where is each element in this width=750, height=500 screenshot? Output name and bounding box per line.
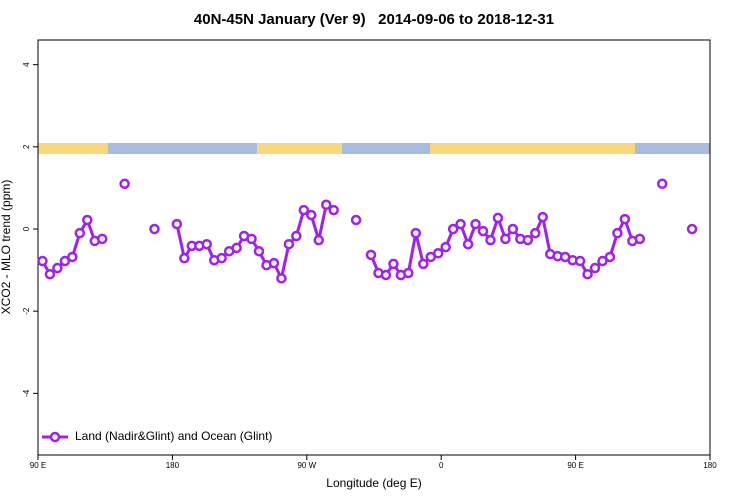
data-point <box>380 269 392 281</box>
data-point <box>410 227 422 239</box>
data-point <box>59 255 71 267</box>
data-point <box>179 252 190 264</box>
data-point <box>216 252 227 264</box>
data-point <box>656 178 668 190</box>
data-point <box>537 211 548 223</box>
data-point <box>530 227 541 239</box>
data-point <box>52 262 63 274</box>
data-point <box>686 223 698 235</box>
y-tick-label: 4 <box>22 62 31 67</box>
data-point <box>365 249 377 261</box>
data-point <box>574 255 586 267</box>
chart-title: 40N-45N January (Ver 9) 2014-09-06 to 20… <box>194 11 554 28</box>
x-tick-label: 90 E <box>30 461 46 470</box>
legend-marker <box>49 431 61 443</box>
data-point <box>119 178 130 190</box>
data-point <box>597 255 608 267</box>
data-point <box>634 233 646 245</box>
legend: Land (Nadir&Glint) and Ocean (Glint) <box>42 429 272 443</box>
data-point <box>470 218 481 230</box>
data-point <box>44 268 56 280</box>
data-point <box>612 227 623 239</box>
data-point <box>604 251 616 263</box>
data-point <box>291 230 302 242</box>
x-tick-label: 180 <box>166 461 180 470</box>
data-point <box>276 273 287 284</box>
data-point <box>306 209 317 221</box>
y-axis-label: XCO2 - MLO trend (ppm) <box>0 180 13 315</box>
data-point <box>432 248 444 259</box>
data-point <box>388 258 399 270</box>
data-point <box>171 218 183 230</box>
x-axis-label: Longitude (deg E) <box>326 476 421 490</box>
data-point <box>522 234 534 246</box>
data-point <box>253 245 265 257</box>
x-tick-label: 90 E <box>567 461 583 470</box>
data-point <box>67 251 78 263</box>
data-point <box>492 212 504 224</box>
data-point <box>589 262 601 274</box>
y-tick-label: 2 <box>22 144 31 149</box>
data-point <box>462 238 474 250</box>
data-point <box>96 233 108 245</box>
data-point <box>485 234 496 246</box>
data-point <box>82 214 93 226</box>
land-ocean-strip <box>38 143 710 154</box>
data-point <box>74 227 86 239</box>
x-tick-label: 0 <box>439 461 444 470</box>
data-point <box>246 233 257 245</box>
data-point <box>455 218 466 230</box>
data-point <box>350 214 362 226</box>
data-point <box>477 225 489 237</box>
data-point <box>37 255 48 267</box>
data-point <box>231 242 242 254</box>
data-point <box>403 267 414 279</box>
data-point <box>582 268 593 280</box>
data-point <box>283 238 295 250</box>
data-point <box>440 241 451 253</box>
data-point <box>149 223 160 235</box>
x-tick-label: 180 <box>703 461 717 470</box>
y-tick-label: -4 <box>22 389 31 397</box>
y-tick-label: -2 <box>22 307 31 315</box>
data-point <box>201 238 212 250</box>
plot-frame <box>37 39 711 456</box>
data-point <box>320 199 332 211</box>
x-tick-label: 90 W <box>297 461 316 470</box>
data-point <box>619 213 631 225</box>
data-point <box>418 258 429 270</box>
data-point <box>268 257 280 269</box>
legend-label: Land (Nadir&Glint) and Ocean (Glint) <box>75 429 272 443</box>
data-point <box>447 223 459 235</box>
data-point <box>507 223 519 235</box>
data-point <box>500 233 511 245</box>
data-point <box>298 204 310 216</box>
y-tick-label: 0 <box>22 226 31 231</box>
data-point <box>328 204 339 216</box>
data-point <box>313 234 324 246</box>
